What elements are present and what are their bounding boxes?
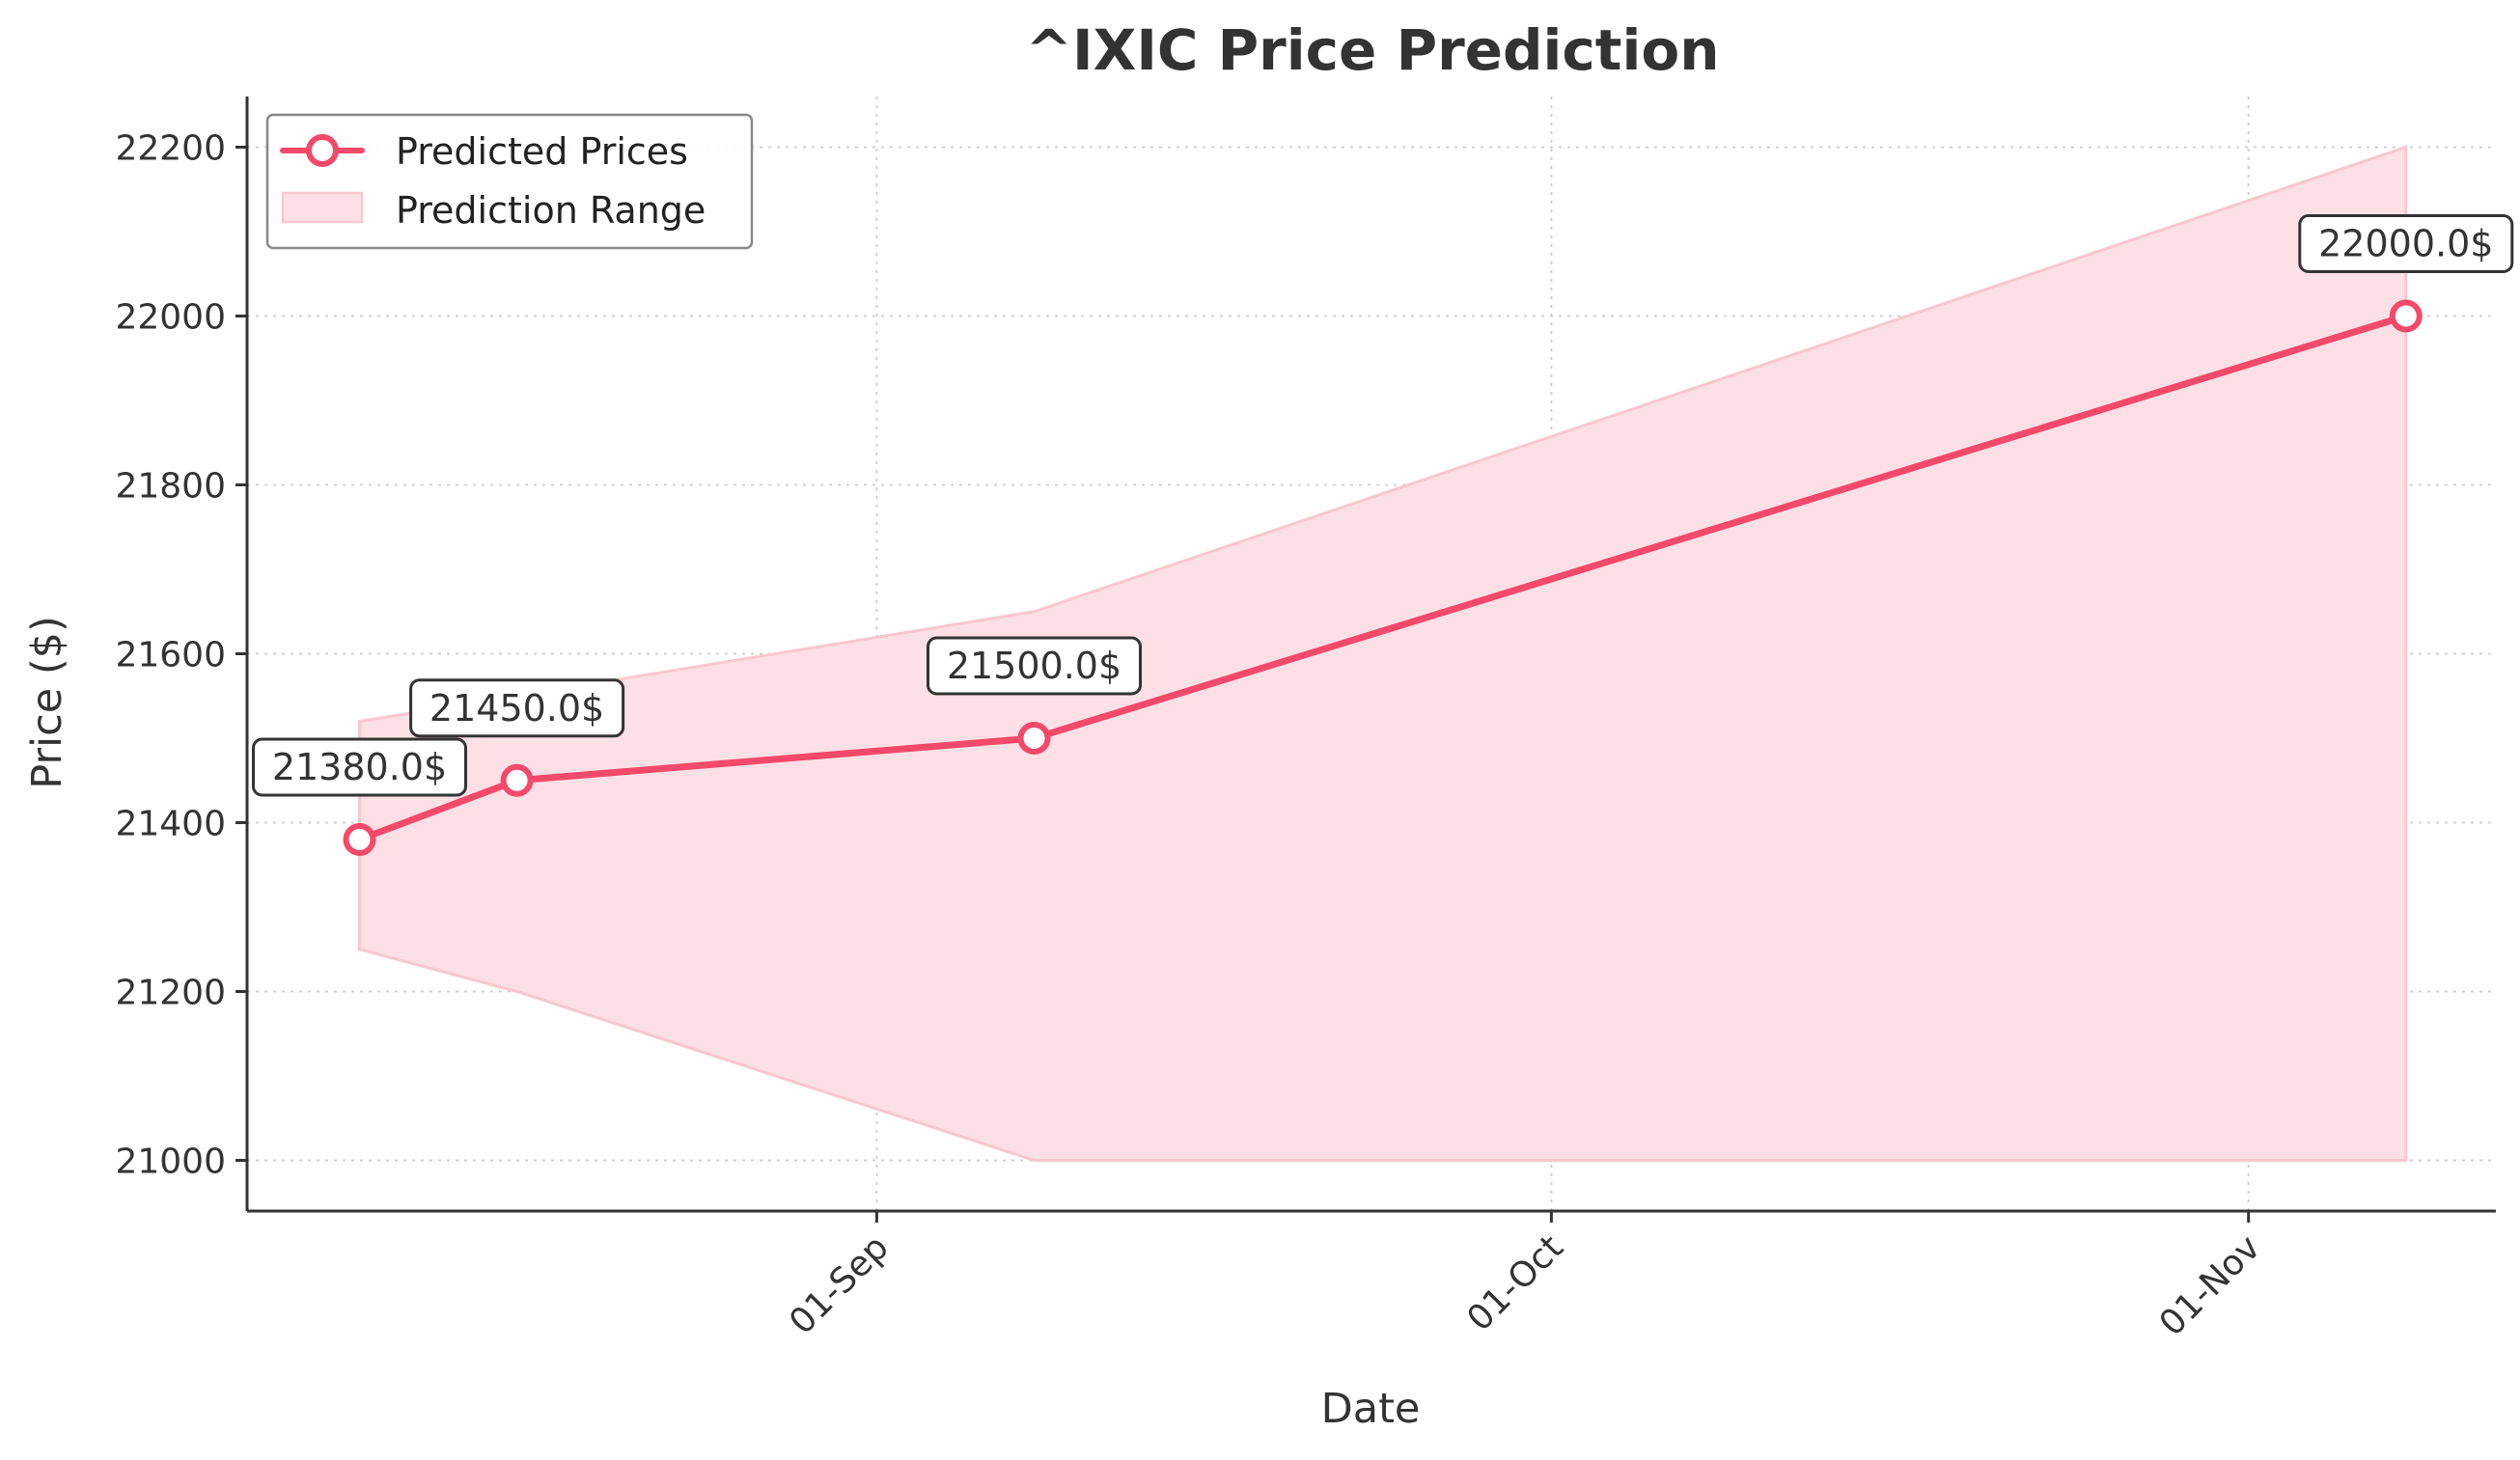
y-axis-label: Price ($) bbox=[23, 616, 71, 788]
legend-frame bbox=[265, 113, 754, 250]
predicted-prices-line bbox=[356, 313, 2410, 843]
legend-label-prediction-range: Prediction Range bbox=[396, 189, 706, 232]
prediction-range-band bbox=[358, 145, 2408, 1162]
data-label-box bbox=[927, 636, 1142, 696]
y-tick-label: 21400 bbox=[115, 805, 226, 844]
data-label-box bbox=[2298, 214, 2514, 273]
data-label-text: 22000.0$ bbox=[2318, 223, 2493, 265]
legend-band-swatch bbox=[281, 191, 364, 224]
data-label-box bbox=[409, 678, 625, 738]
y-tick-label: 21200 bbox=[115, 974, 226, 1013]
data-label-text: 21380.0$ bbox=[272, 746, 447, 788]
y-tick-label: 21800 bbox=[115, 467, 226, 507]
legend-label-predicted-prices: Predicted Prices bbox=[396, 130, 688, 173]
data-point-marker bbox=[500, 763, 534, 797]
data-label-box bbox=[252, 737, 467, 797]
prediction-range-area bbox=[358, 145, 2408, 1162]
data-label-text: 21500.0$ bbox=[947, 645, 1122, 687]
y-tick-label: 21600 bbox=[115, 636, 226, 675]
predicted-prices-series bbox=[356, 313, 2410, 843]
y-tick-label: 22200 bbox=[115, 129, 226, 169]
data-point-marker bbox=[2389, 299, 2423, 333]
data-label: 21500.0$ bbox=[927, 636, 1142, 696]
predicted-prices-markers bbox=[343, 299, 2423, 856]
data-label: 21380.0$ bbox=[252, 737, 467, 797]
data-label: 22000.0$ bbox=[2298, 214, 2514, 273]
y-tick-label: 22000 bbox=[115, 298, 226, 338]
data-point-marker bbox=[343, 823, 376, 856]
chart-title: ^IXIC Price Prediction bbox=[1025, 17, 1719, 83]
data-point-marker bbox=[1017, 722, 1051, 755]
x-axis-label: Date bbox=[1321, 1385, 1421, 1433]
data-label: 21450.0$ bbox=[409, 678, 625, 738]
y-tick-label: 21000 bbox=[115, 1143, 226, 1182]
data-label-text: 21450.0$ bbox=[429, 687, 604, 730]
legend: Predicted Prices Prediction Range bbox=[265, 113, 754, 250]
legend-marker-swatch bbox=[306, 134, 339, 167]
data-labels: 21380.0$ 21450.0$ 21500.0$ 22000.0$ bbox=[252, 214, 2514, 797]
